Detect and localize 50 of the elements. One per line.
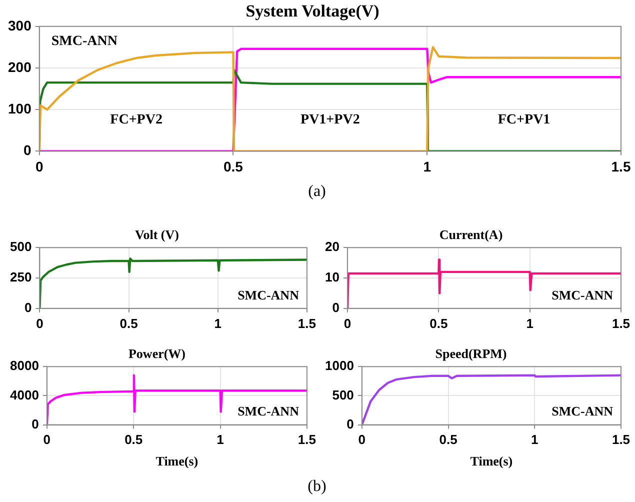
x-tick-label: 1.5 [612, 316, 630, 331]
annotation: SMC-ANN [238, 287, 300, 302]
x-tick-label: 0 [358, 432, 366, 448]
x-tick-label: 1 [423, 158, 432, 174]
text: (a) [308, 183, 326, 201]
x-tick-label: 0.5 [439, 432, 458, 448]
y-tick-label: 4000 [10, 387, 39, 402]
annotation: PV1+PV2 [300, 112, 360, 128]
y-tick-label: 500 [332, 387, 354, 402]
x-tick-label: 0.5 [430, 316, 448, 331]
x-tick-label: 1.5 [611, 158, 631, 174]
y-tick-label: 10 [324, 270, 340, 285]
chart-title: Power(W) [128, 346, 186, 362]
x-tick-label: 0.5 [120, 316, 138, 331]
annotation: FC+PV1 [498, 112, 550, 128]
y-tick-label: 0 [32, 416, 39, 432]
x-tick-label: 1 [531, 432, 538, 448]
x-tick-label: 0.5 [224, 158, 244, 174]
x-axis-title: Time(s) [470, 454, 513, 469]
x-tick-label: 0 [43, 432, 51, 448]
x-tick-label: 0.5 [124, 432, 143, 448]
annotation: SMC-ANN [552, 287, 614, 302]
y-tick-label: 500 [10, 239, 32, 254]
x-tick-label: 1 [214, 316, 222, 331]
y-tick-label: 1000 [325, 358, 354, 374]
y-tick-label: 8000 [10, 358, 39, 374]
chart-title: Volt (V) [135, 227, 179, 242]
text: (b) [308, 478, 326, 496]
chart-title: System Voltage(V) [246, 2, 380, 21]
chart-title: Current(A) [439, 227, 503, 242]
y-tick-label: 0 [332, 300, 340, 315]
annotation: FC+PV2 [110, 112, 162, 128]
annotation: SMC-ANN [238, 404, 300, 419]
y-tick-label: 250 [10, 270, 32, 285]
y-tick-label: 200 [8, 58, 32, 75]
x-tick-label: 1.5 [298, 316, 316, 331]
x-tick-label: 1 [216, 432, 224, 448]
chart-title: Speed(RPM) [435, 346, 507, 362]
annotation: SMC-ANN [51, 34, 118, 50]
y-tick-label: 0 [24, 142, 32, 158]
y-tick-label: 100 [8, 100, 32, 116]
x-axis-title: Time(s) [156, 454, 198, 469]
x-tick-label: 1.5 [298, 432, 316, 448]
y-tick-label: 20 [324, 239, 340, 254]
x-tick-label: 1.5 [612, 432, 630, 448]
x-tick-label: 1 [526, 316, 534, 331]
annotation: SMC-ANN [552, 404, 614, 419]
y-tick-label: 0 [346, 416, 354, 432]
y-tick-label: 300 [8, 17, 32, 34]
y-tick-label: 0 [24, 300, 32, 315]
